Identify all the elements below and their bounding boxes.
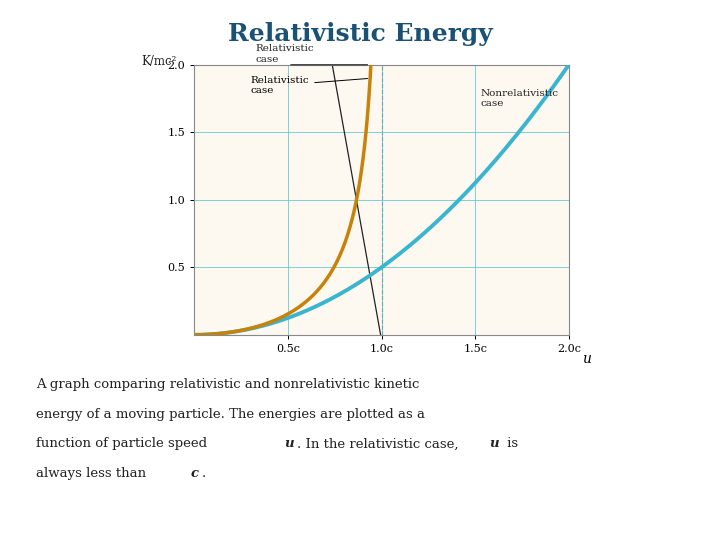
Text: energy of a moving particle. The energies are plotted as a: energy of a moving particle. The energie… — [36, 408, 425, 421]
Text: Nonrelativistic
case: Nonrelativistic case — [481, 89, 559, 108]
Text: Relativistic
case: Relativistic case — [251, 76, 368, 95]
Text: c: c — [191, 467, 199, 480]
Text: always less than: always less than — [36, 467, 150, 480]
Text: K/mc²: K/mc² — [141, 55, 176, 68]
Text: is: is — [503, 437, 518, 450]
Text: .: . — [202, 467, 206, 480]
Text: Relativistic
case: Relativistic case — [256, 44, 314, 64]
Text: . In the relativistic case,: . In the relativistic case, — [297, 437, 463, 450]
Text: Relativistic Energy: Relativistic Energy — [228, 22, 492, 45]
Text: u: u — [490, 437, 499, 450]
Text: function of particle speed: function of particle speed — [36, 437, 212, 450]
Text: A graph comparing relativistic and nonrelativistic kinetic: A graph comparing relativistic and nonre… — [36, 378, 419, 391]
Text: u: u — [284, 437, 293, 450]
Text: u: u — [582, 353, 591, 366]
